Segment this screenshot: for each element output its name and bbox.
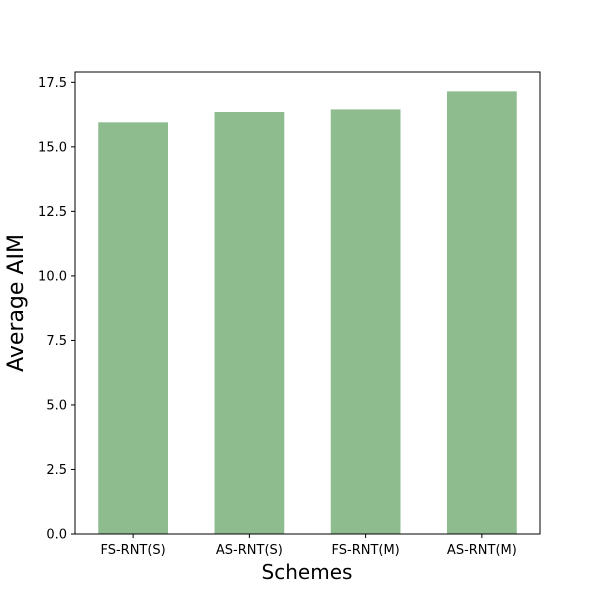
bar-fs-rnt-m <box>330 109 401 535</box>
bars-layer <box>98 91 517 535</box>
x-axis-label: Schemes <box>262 560 353 584</box>
x-tick-label: FS-RNT(S) <box>100 543 165 558</box>
y-tick-label: 17.5 <box>38 76 67 91</box>
y-tick-label: 15.0 <box>38 140 67 155</box>
axes-layer: 0.0 2.5 5.0 7.5 10.0 12.5 15.0 17.5 FS-RNT(S) AS-… <box>38 71 541 558</box>
y-axis-label: Average AIM <box>4 234 29 372</box>
y-tick-label: 0.0 <box>46 528 67 543</box>
y-tick-label: 10.0 <box>38 269 67 284</box>
y-tick-label: 2.5 <box>46 463 67 478</box>
bar-fs-rnt-s <box>98 122 168 534</box>
bar-as-rnt-m <box>447 91 517 535</box>
bar-as-rnt-s <box>214 112 285 534</box>
x-tick-label: FS-RNT(M) <box>332 543 400 558</box>
plot-frame <box>74 71 541 535</box>
x-tick-label: AS-RNT(S) <box>216 543 283 558</box>
y-tick-label: 7.5 <box>46 334 67 349</box>
y-tick-label: 5.0 <box>46 398 67 413</box>
x-tick-label: AS-RNT(M) <box>447 543 517 558</box>
y-tick-label: 12.5 <box>38 205 67 220</box>
